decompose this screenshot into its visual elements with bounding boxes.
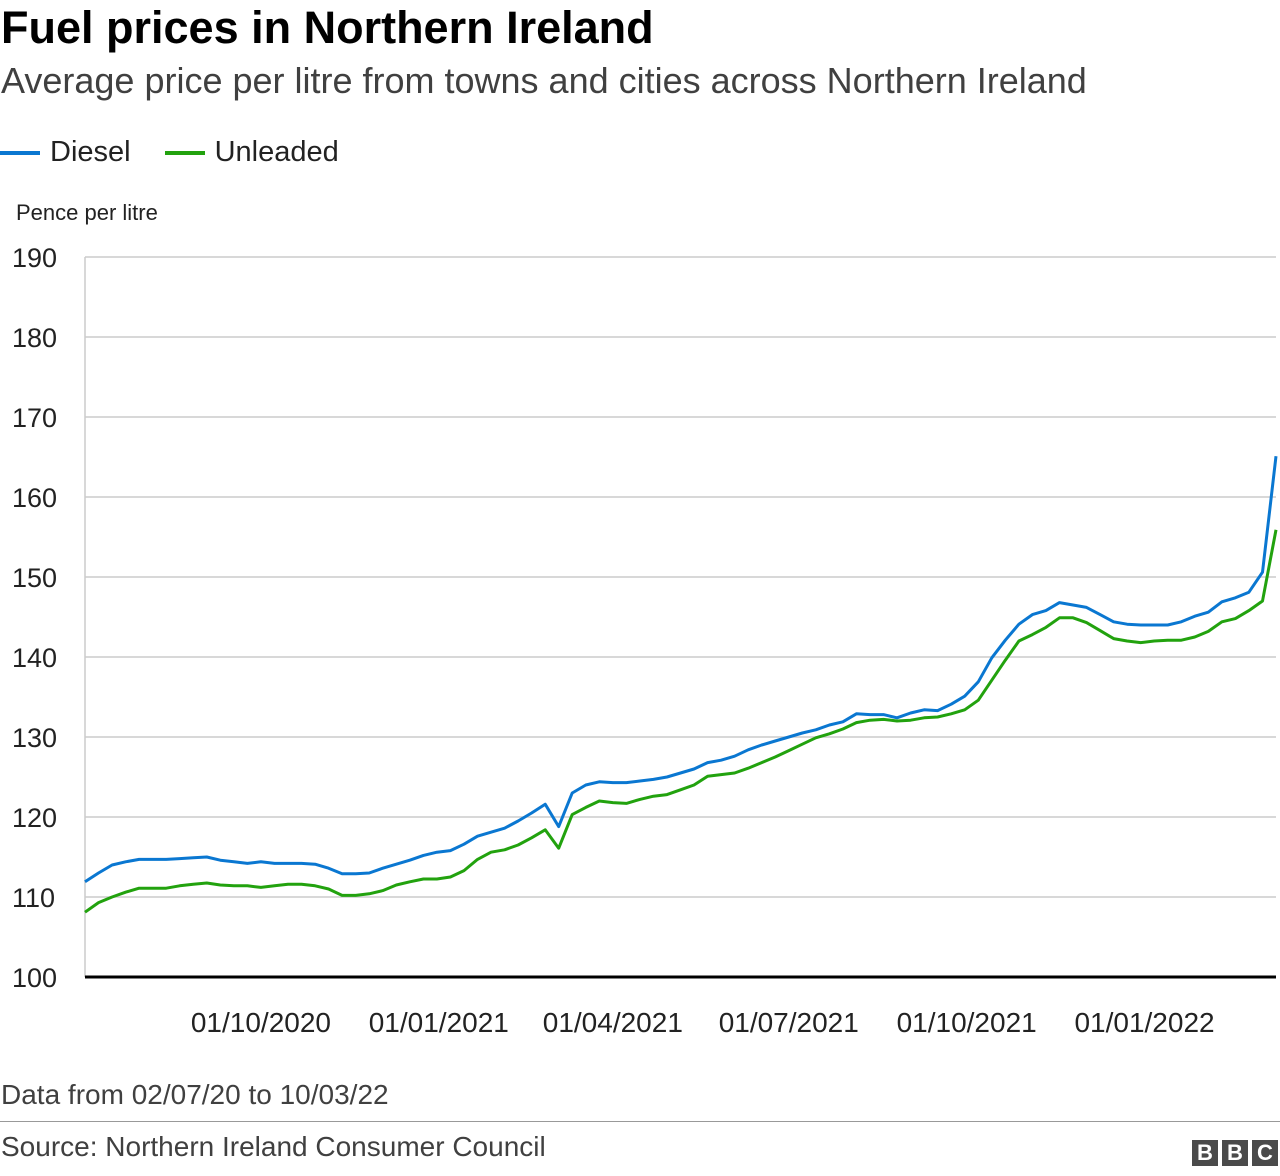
footer-divider [0, 1121, 1280, 1122]
legend-label-unleaded: Unleaded [214, 136, 339, 168]
y-tick-label: 180 [12, 323, 57, 353]
y-tick-label: 170 [12, 403, 57, 433]
y-axis-label: Pence per litre [16, 200, 158, 225]
series-line-unleaded [84, 529, 1278, 914]
y-tick-label: 160 [12, 483, 57, 513]
legend: Diesel Unleaded [0, 136, 373, 169]
series-line-diesel [84, 456, 1278, 884]
chart-subtitle: Average price per litre from towns and c… [1, 60, 1087, 101]
x-tick-label: 01/01/2022 [1074, 1007, 1214, 1038]
y-tick-label: 190 [12, 243, 57, 273]
y-tick-label: 150 [12, 563, 57, 593]
y-tick-label: 120 [12, 803, 57, 833]
bbc-logo-c: C [1252, 1140, 1278, 1166]
legend-swatch-unleaded [164, 150, 205, 155]
x-tick-label: 01/10/2021 [897, 1007, 1037, 1038]
x-tick-label: 01/01/2021 [369, 1007, 509, 1038]
chart-title: Fuel prices in Northern Ireland [1, 2, 654, 53]
data-range-note: Data from 02/07/20 to 10/03/22 [1, 1079, 389, 1110]
x-tick-label: 01/04/2021 [543, 1007, 683, 1038]
x-tick-label: 01/10/2020 [191, 1007, 331, 1038]
source-text: Source: Northern Ireland Consumer Counci… [1, 1131, 546, 1162]
x-tick-label: 01/07/2021 [719, 1007, 859, 1038]
y-tick-label: 100 [12, 963, 57, 993]
bbc-logo-b1: B [1192, 1140, 1218, 1166]
bbc-logo-b2: B [1222, 1140, 1248, 1166]
y-tick-label: 130 [12, 723, 57, 753]
legend-label-diesel: Diesel [50, 136, 131, 168]
legend-item-unleaded: Unleaded [164, 136, 339, 169]
bbc-logo: B B C [1192, 1140, 1278, 1166]
y-tick-label: 140 [12, 643, 57, 673]
legend-swatch-diesel [0, 150, 40, 155]
legend-item-diesel: Diesel [0, 136, 131, 169]
y-tick-label: 110 [12, 883, 55, 913]
line-chart: 100 110 120 130 140 150 160 170 180 190 01/10/2020… [12, 243, 1278, 1038]
